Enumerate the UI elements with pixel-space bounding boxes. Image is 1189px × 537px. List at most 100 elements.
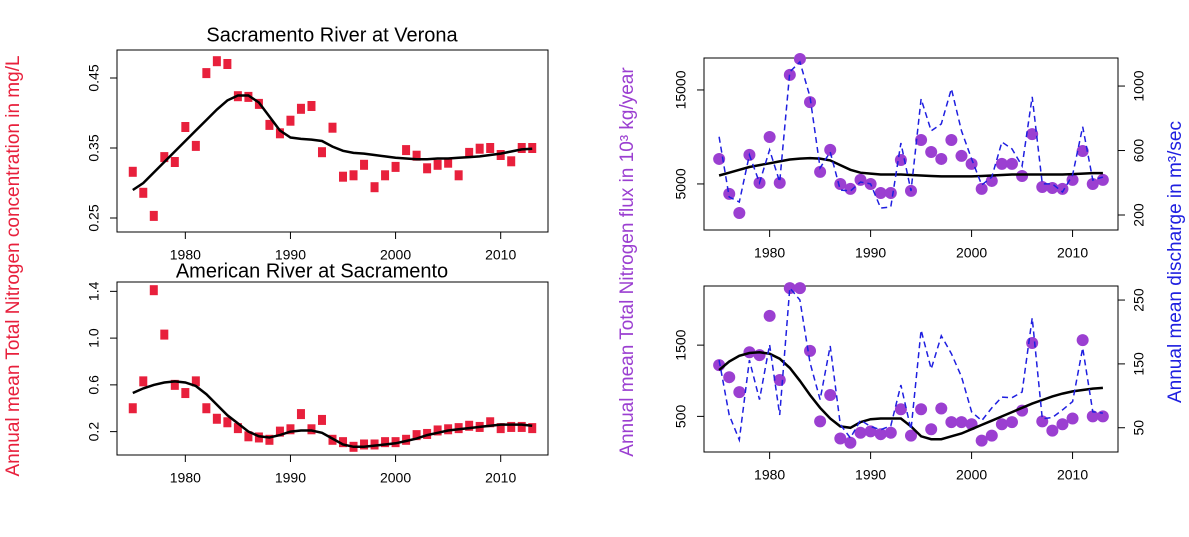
point: [223, 59, 232, 69]
x-tick-label: 1990: [275, 470, 306, 486]
y2-tick-label: 1000: [1131, 70, 1147, 101]
y2-tick-label: 150: [1131, 352, 1147, 376]
y-tick-label: 5000: [673, 168, 689, 199]
point: [874, 186, 887, 199]
point: [465, 420, 474, 431]
point: [804, 344, 817, 357]
point: [517, 143, 526, 153]
point: [955, 149, 968, 162]
point: [1066, 173, 1079, 186]
point: [170, 157, 179, 167]
point: [844, 182, 857, 195]
point: [160, 329, 169, 340]
point: [1016, 169, 1029, 182]
y-axis-label: Annual mean Total Nitrogen flux in 10³ k…: [617, 67, 638, 457]
point: [212, 56, 221, 67]
point: [496, 150, 505, 160]
chart-title: Sacramento River at Verona: [206, 24, 458, 46]
point: [955, 416, 968, 429]
point: [834, 432, 847, 445]
point: [160, 152, 169, 163]
point: [233, 423, 242, 434]
point: [1076, 144, 1089, 157]
y2-tick-label: 50: [1131, 420, 1147, 436]
point: [433, 159, 442, 170]
point: [507, 421, 516, 432]
point: [915, 403, 928, 416]
x-tick-label: 2000: [380, 247, 411, 263]
y-tick-label: 0.2: [86, 422, 102, 442]
point: [475, 143, 484, 154]
point: [496, 423, 505, 434]
y-tick-label: 500: [673, 404, 689, 428]
point: [713, 152, 726, 165]
y-tick-label: 0.35: [86, 134, 102, 161]
y-tick-label: 1500: [673, 329, 689, 360]
trend-line: [718, 156, 1103, 178]
point: [915, 133, 928, 146]
point: [1056, 182, 1069, 195]
point: [925, 145, 938, 158]
point: [844, 436, 857, 449]
point: [824, 389, 837, 402]
point: [1096, 410, 1109, 423]
point: [286, 424, 295, 435]
point: [360, 439, 369, 450]
point: [753, 349, 766, 362]
point: [773, 374, 786, 387]
point: [935, 152, 948, 165]
point: [985, 174, 998, 187]
point: [985, 429, 998, 442]
point: [265, 119, 274, 130]
point: [854, 426, 867, 439]
point: [212, 413, 221, 424]
point: [1066, 412, 1079, 425]
point: [423, 163, 432, 174]
y-tick-label: 15000: [673, 70, 689, 109]
point: [128, 166, 137, 177]
point: [763, 130, 776, 143]
point: [723, 187, 736, 200]
x-tick-label: 1980: [754, 467, 785, 483]
point: [834, 177, 847, 190]
y2-tick-label: 600: [1131, 139, 1147, 163]
point: [763, 309, 776, 322]
point: [412, 430, 421, 441]
y2-tick-label: 200: [1131, 203, 1147, 227]
point: [244, 431, 253, 442]
x-tick-label: 2010: [1057, 245, 1088, 261]
dashed-line: [718, 286, 1103, 443]
point: [884, 186, 897, 199]
point: [925, 423, 938, 436]
point: [1026, 336, 1039, 349]
point: [1056, 418, 1069, 431]
point: [905, 429, 917, 442]
point: [402, 145, 411, 156]
point: [444, 157, 453, 168]
x-tick-label: 2010: [485, 247, 516, 263]
point: [202, 403, 211, 414]
point: [181, 388, 190, 399]
x-tick-label: 1980: [754, 245, 785, 261]
point: [894, 403, 907, 416]
point: [181, 122, 190, 132]
point: [723, 371, 736, 384]
x-tick-label: 2000: [380, 470, 411, 486]
plot-frame: [116, 49, 549, 233]
point: [824, 143, 837, 156]
point: [433, 425, 442, 436]
point: [1046, 424, 1059, 437]
point: [381, 170, 390, 181]
point: [454, 170, 463, 181]
x-tick-label: 1980: [170, 470, 201, 486]
dashed-line: [718, 60, 1104, 209]
x-tick-label: 1990: [275, 247, 306, 263]
point: [945, 416, 958, 429]
point: [884, 426, 897, 439]
point: [139, 376, 148, 387]
point: [486, 143, 495, 153]
x-tick-label: 1980: [170, 247, 201, 263]
point: [128, 403, 137, 414]
point: [975, 434, 988, 447]
